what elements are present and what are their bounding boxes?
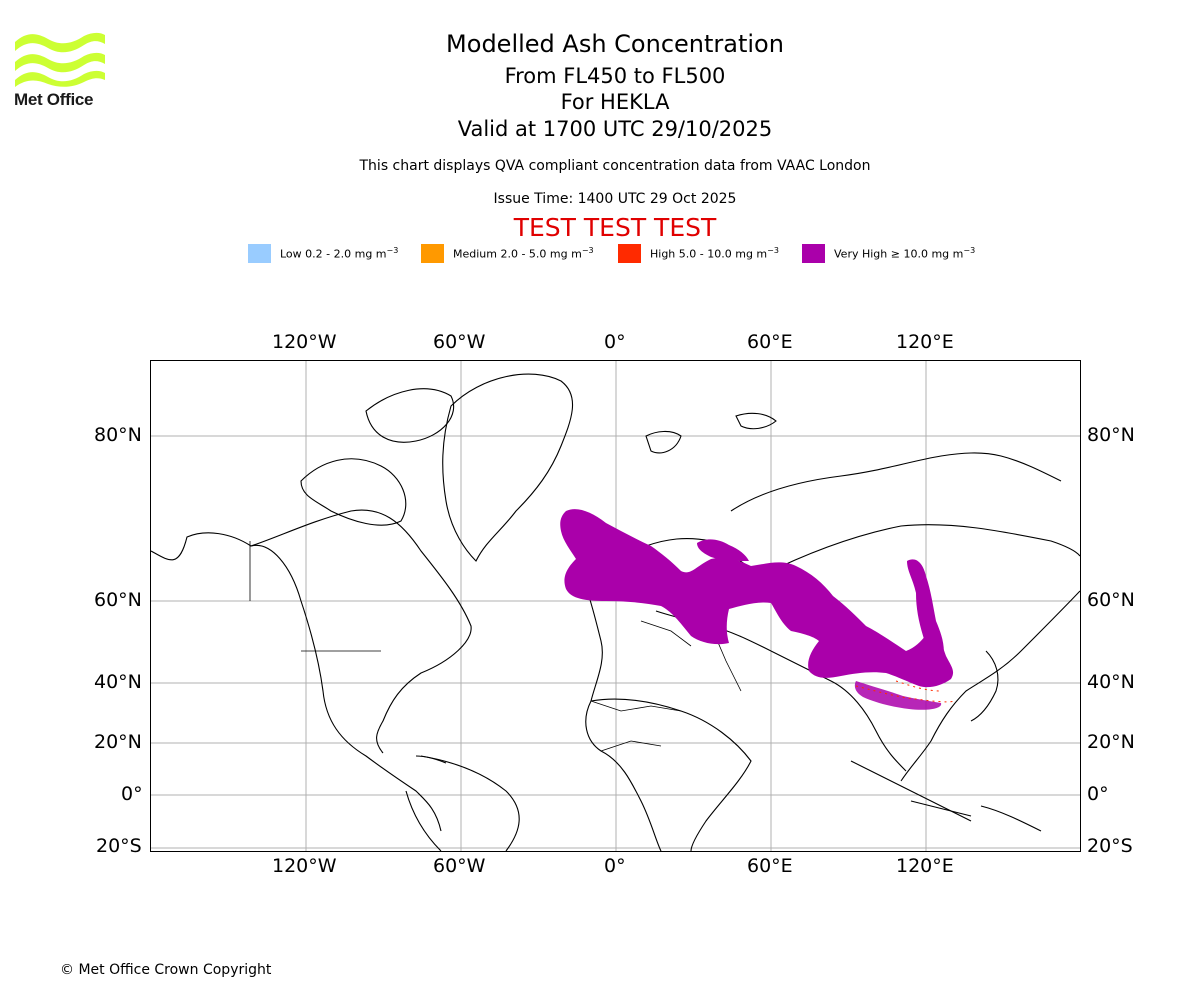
legend-swatch-very-high (802, 244, 825, 263)
ash-concentration-map[interactable] (150, 360, 1081, 852)
lon-tick-top-120e: 120°E (896, 331, 954, 353)
lat-tick-left-0: 0° (121, 783, 143, 805)
legend-label-low: Low 0.2 - 2.0 mg m−3 (280, 246, 399, 261)
lat-tick-right-20s: 20°S (1087, 835, 1133, 857)
legend-label-high: High 5.0 - 10.0 mg m−3 (650, 246, 779, 261)
lat-tick-right-0: 0° (1087, 783, 1109, 805)
lon-tick-top-0: 0° (604, 331, 626, 353)
lon-tick-bottom-120w: 120°W (272, 855, 337, 877)
lon-tick-bottom-120e: 120°E (896, 855, 954, 877)
lat-tick-right-40n: 40°N (1087, 671, 1135, 693)
lon-tick-top-60w: 60°W (433, 331, 486, 353)
lat-tick-left-80n: 80°N (94, 424, 142, 446)
legend-swatch-medium (421, 244, 444, 263)
lat-tick-left-20s: 20°S (96, 835, 142, 857)
coastlines (150, 373, 1081, 852)
chart-description: This chart displays QVA compliant concen… (359, 158, 871, 174)
lat-tick-left-60n: 60°N (94, 589, 142, 611)
copyright-notice: © Met Office Crown Copyright (60, 962, 272, 978)
flight-level-range: From FL450 to FL500 (504, 64, 726, 88)
map-canvas (150, 361, 1081, 852)
legend-label-very-high: Very High ≥ 10.0 mg m−3 (834, 246, 976, 261)
lon-tick-bottom-0: 0° (604, 855, 626, 877)
test-banner: TEST TEST TEST (513, 213, 717, 242)
lat-tick-left-40n: 40°N (94, 671, 142, 693)
legend-swatch-high (618, 244, 641, 263)
chart-title: Modelled Ash Concentration (446, 30, 784, 58)
lon-tick-top-60e: 60°E (747, 331, 793, 353)
legend-label-medium: Medium 2.0 - 5.0 mg m−3 (453, 246, 594, 261)
volcano-name: For HEKLA (560, 90, 670, 114)
met-office-waves-icon (15, 32, 105, 87)
valid-time: Valid at 1700 UTC 29/10/2025 (457, 117, 773, 141)
ash-plume-very-high (560, 509, 954, 710)
ash-plume-high-fringe (855, 680, 957, 703)
lat-tick-right-20n: 20°N (1087, 731, 1135, 753)
lon-tick-top-120w: 120°W (272, 331, 337, 353)
lat-tick-right-80n: 80°N (1087, 424, 1135, 446)
issue-time: Issue Time: 1400 UTC 29 Oct 2025 (493, 191, 737, 207)
lat-tick-left-20n: 20°N (94, 731, 142, 753)
met-office-logo: Met Office (14, 30, 106, 112)
lon-tick-bottom-60e: 60°E (747, 855, 793, 877)
lat-tick-right-60n: 60°N (1087, 589, 1135, 611)
legend-swatch-low (248, 244, 271, 263)
lon-tick-bottom-60w: 60°W (433, 855, 486, 877)
logo-text: Met Office (14, 90, 94, 109)
